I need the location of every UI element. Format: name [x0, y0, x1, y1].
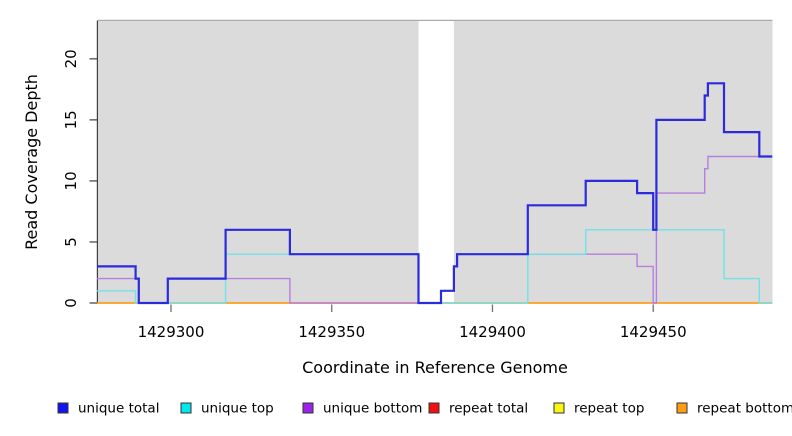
legend-swatch-repeat-total	[428, 402, 440, 414]
x-tick-label: 1429450	[620, 323, 687, 341]
x-axis-title: Coordinate in Reference Genome	[302, 358, 568, 377]
x-tick-label: 1429400	[459, 323, 526, 341]
legend-swatch-unique-top	[180, 402, 192, 414]
legend-swatch-repeat-top	[553, 402, 565, 414]
legend-swatch-unique-total	[57, 402, 69, 414]
legend-label-unique-total: unique total	[78, 401, 159, 417]
legend-label-repeat-total: repeat total	[449, 401, 528, 417]
legend-label-repeat-top: repeat top	[574, 401, 644, 417]
legend-label-unique-bottom: unique bottom	[323, 401, 422, 417]
x-tick-label: 1429350	[298, 323, 365, 341]
series-lines	[97, 82, 773, 305]
y-tick-label: 5	[62, 237, 80, 247]
y-axis: 0 5 10 15 20	[62, 20, 99, 308]
series-line-unique-total	[97, 82, 773, 305]
legend-label-unique-top: unique top	[201, 401, 274, 417]
legend-swatch-repeat-bottom	[676, 402, 688, 414]
y-axis-title: Read Coverage Depth	[22, 74, 41, 250]
y-tick-label: 0	[62, 298, 80, 308]
x-tick-label: 1429300	[138, 323, 205, 341]
legend-swatch-unique-bottom	[302, 402, 314, 414]
legend-label-repeat-bottom: repeat bottom	[697, 401, 792, 417]
legend: unique total unique top unique bottom repea…	[57, 401, 792, 417]
y-tick-label: 10	[62, 171, 80, 190]
y-tick-label: 15	[62, 110, 80, 129]
y-tick-label: 20	[62, 49, 80, 68]
coverage-gap-region	[418, 21, 454, 303]
series-line-unique-top	[97, 229, 773, 304]
x-axis: 1429300 1429350 1429400 1429450	[138, 304, 687, 341]
